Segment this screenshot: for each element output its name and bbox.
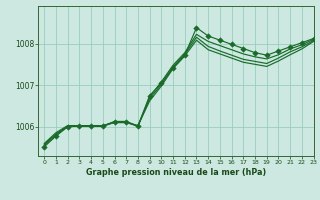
X-axis label: Graphe pression niveau de la mer (hPa): Graphe pression niveau de la mer (hPa) <box>86 168 266 177</box>
